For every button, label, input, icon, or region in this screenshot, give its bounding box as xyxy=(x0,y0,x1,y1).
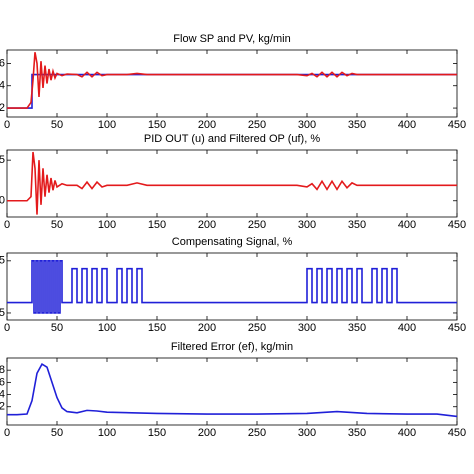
data-line xyxy=(7,151,457,215)
x-tick-label: 50 xyxy=(51,322,63,334)
x-tick-label: 300 xyxy=(298,322,316,334)
x-tick-label: 150 xyxy=(148,219,166,231)
x-tick-label: 400 xyxy=(398,119,416,131)
plot-frame xyxy=(6,357,458,426)
x-tick-label: 450 xyxy=(448,322,466,334)
x-tick-label: 0 xyxy=(4,322,10,334)
x-tick-label: 400 xyxy=(398,322,416,334)
y-tick-label: 0.2 xyxy=(0,401,5,413)
x-tick-label: 250 xyxy=(248,119,266,131)
y-tick-label: 0.2 xyxy=(0,102,5,114)
x-tick-label: 0 xyxy=(4,427,10,439)
x-tick-label: 250 xyxy=(248,219,266,231)
x-tick-label: 50 xyxy=(51,427,63,439)
x-tick-label: 350 xyxy=(348,427,366,439)
chart-title: PID OUT (u) and Filtered OP (uf), % xyxy=(144,133,320,145)
x-tick-label: 100 xyxy=(98,119,116,131)
y-tick-label: 10 xyxy=(0,195,5,207)
x-tick-label: 200 xyxy=(198,219,216,231)
x-tick-label: 300 xyxy=(298,119,316,131)
y-tick-label: -5 xyxy=(0,307,5,319)
x-tick-label: 150 xyxy=(148,322,166,334)
x-tick-label: 150 xyxy=(148,119,166,131)
plot-frame xyxy=(6,49,458,118)
x-tick-label: 250 xyxy=(248,427,266,439)
x-tick-label: 350 xyxy=(348,322,366,334)
y-tick-label: 0.8 xyxy=(0,364,5,376)
x-tick-label: 300 xyxy=(298,219,316,231)
plot-frame xyxy=(6,252,458,321)
x-tick-label: 400 xyxy=(398,427,416,439)
x-tick-label: 450 xyxy=(448,219,466,231)
x-tick-label: 350 xyxy=(348,219,366,231)
x-tick-label: 300 xyxy=(298,427,316,439)
x-tick-label: 0 xyxy=(4,219,10,231)
x-tick-label: 150 xyxy=(148,427,166,439)
x-tick-label: 250 xyxy=(248,322,266,334)
x-tick-label: 200 xyxy=(198,119,216,131)
data-line xyxy=(7,52,457,109)
x-tick-label: 100 xyxy=(98,322,116,334)
y-tick-label: 15 xyxy=(0,154,5,166)
y-tick-label: 5 xyxy=(0,255,5,267)
data-line xyxy=(7,362,458,418)
chart-title: Filtered Error (ef), kg/min xyxy=(171,341,293,353)
x-tick-label: 0 xyxy=(4,119,10,131)
y-tick-label: 0.6 xyxy=(0,57,5,69)
y-tick-label: 0.6 xyxy=(0,376,5,388)
x-tick-label: 100 xyxy=(98,427,116,439)
x-tick-label: 450 xyxy=(448,427,466,439)
x-tick-label: 200 xyxy=(198,427,216,439)
y-tick-label: 0.4 xyxy=(0,388,5,400)
data-line xyxy=(7,73,457,109)
data-line xyxy=(7,260,457,314)
chart-title: Flow SP and PV, kg/min xyxy=(173,33,290,45)
x-tick-label: 50 xyxy=(51,219,63,231)
plot-frame xyxy=(6,149,458,218)
y-tick-label: 0.4 xyxy=(0,80,5,92)
x-tick-label: 50 xyxy=(51,119,63,131)
x-tick-label: 450 xyxy=(448,119,466,131)
x-tick-label: 400 xyxy=(398,219,416,231)
chart-title: Compensating Signal, % xyxy=(172,236,293,248)
x-tick-label: 200 xyxy=(198,322,216,334)
x-tick-label: 100 xyxy=(98,219,116,231)
x-tick-label: 350 xyxy=(348,119,366,131)
